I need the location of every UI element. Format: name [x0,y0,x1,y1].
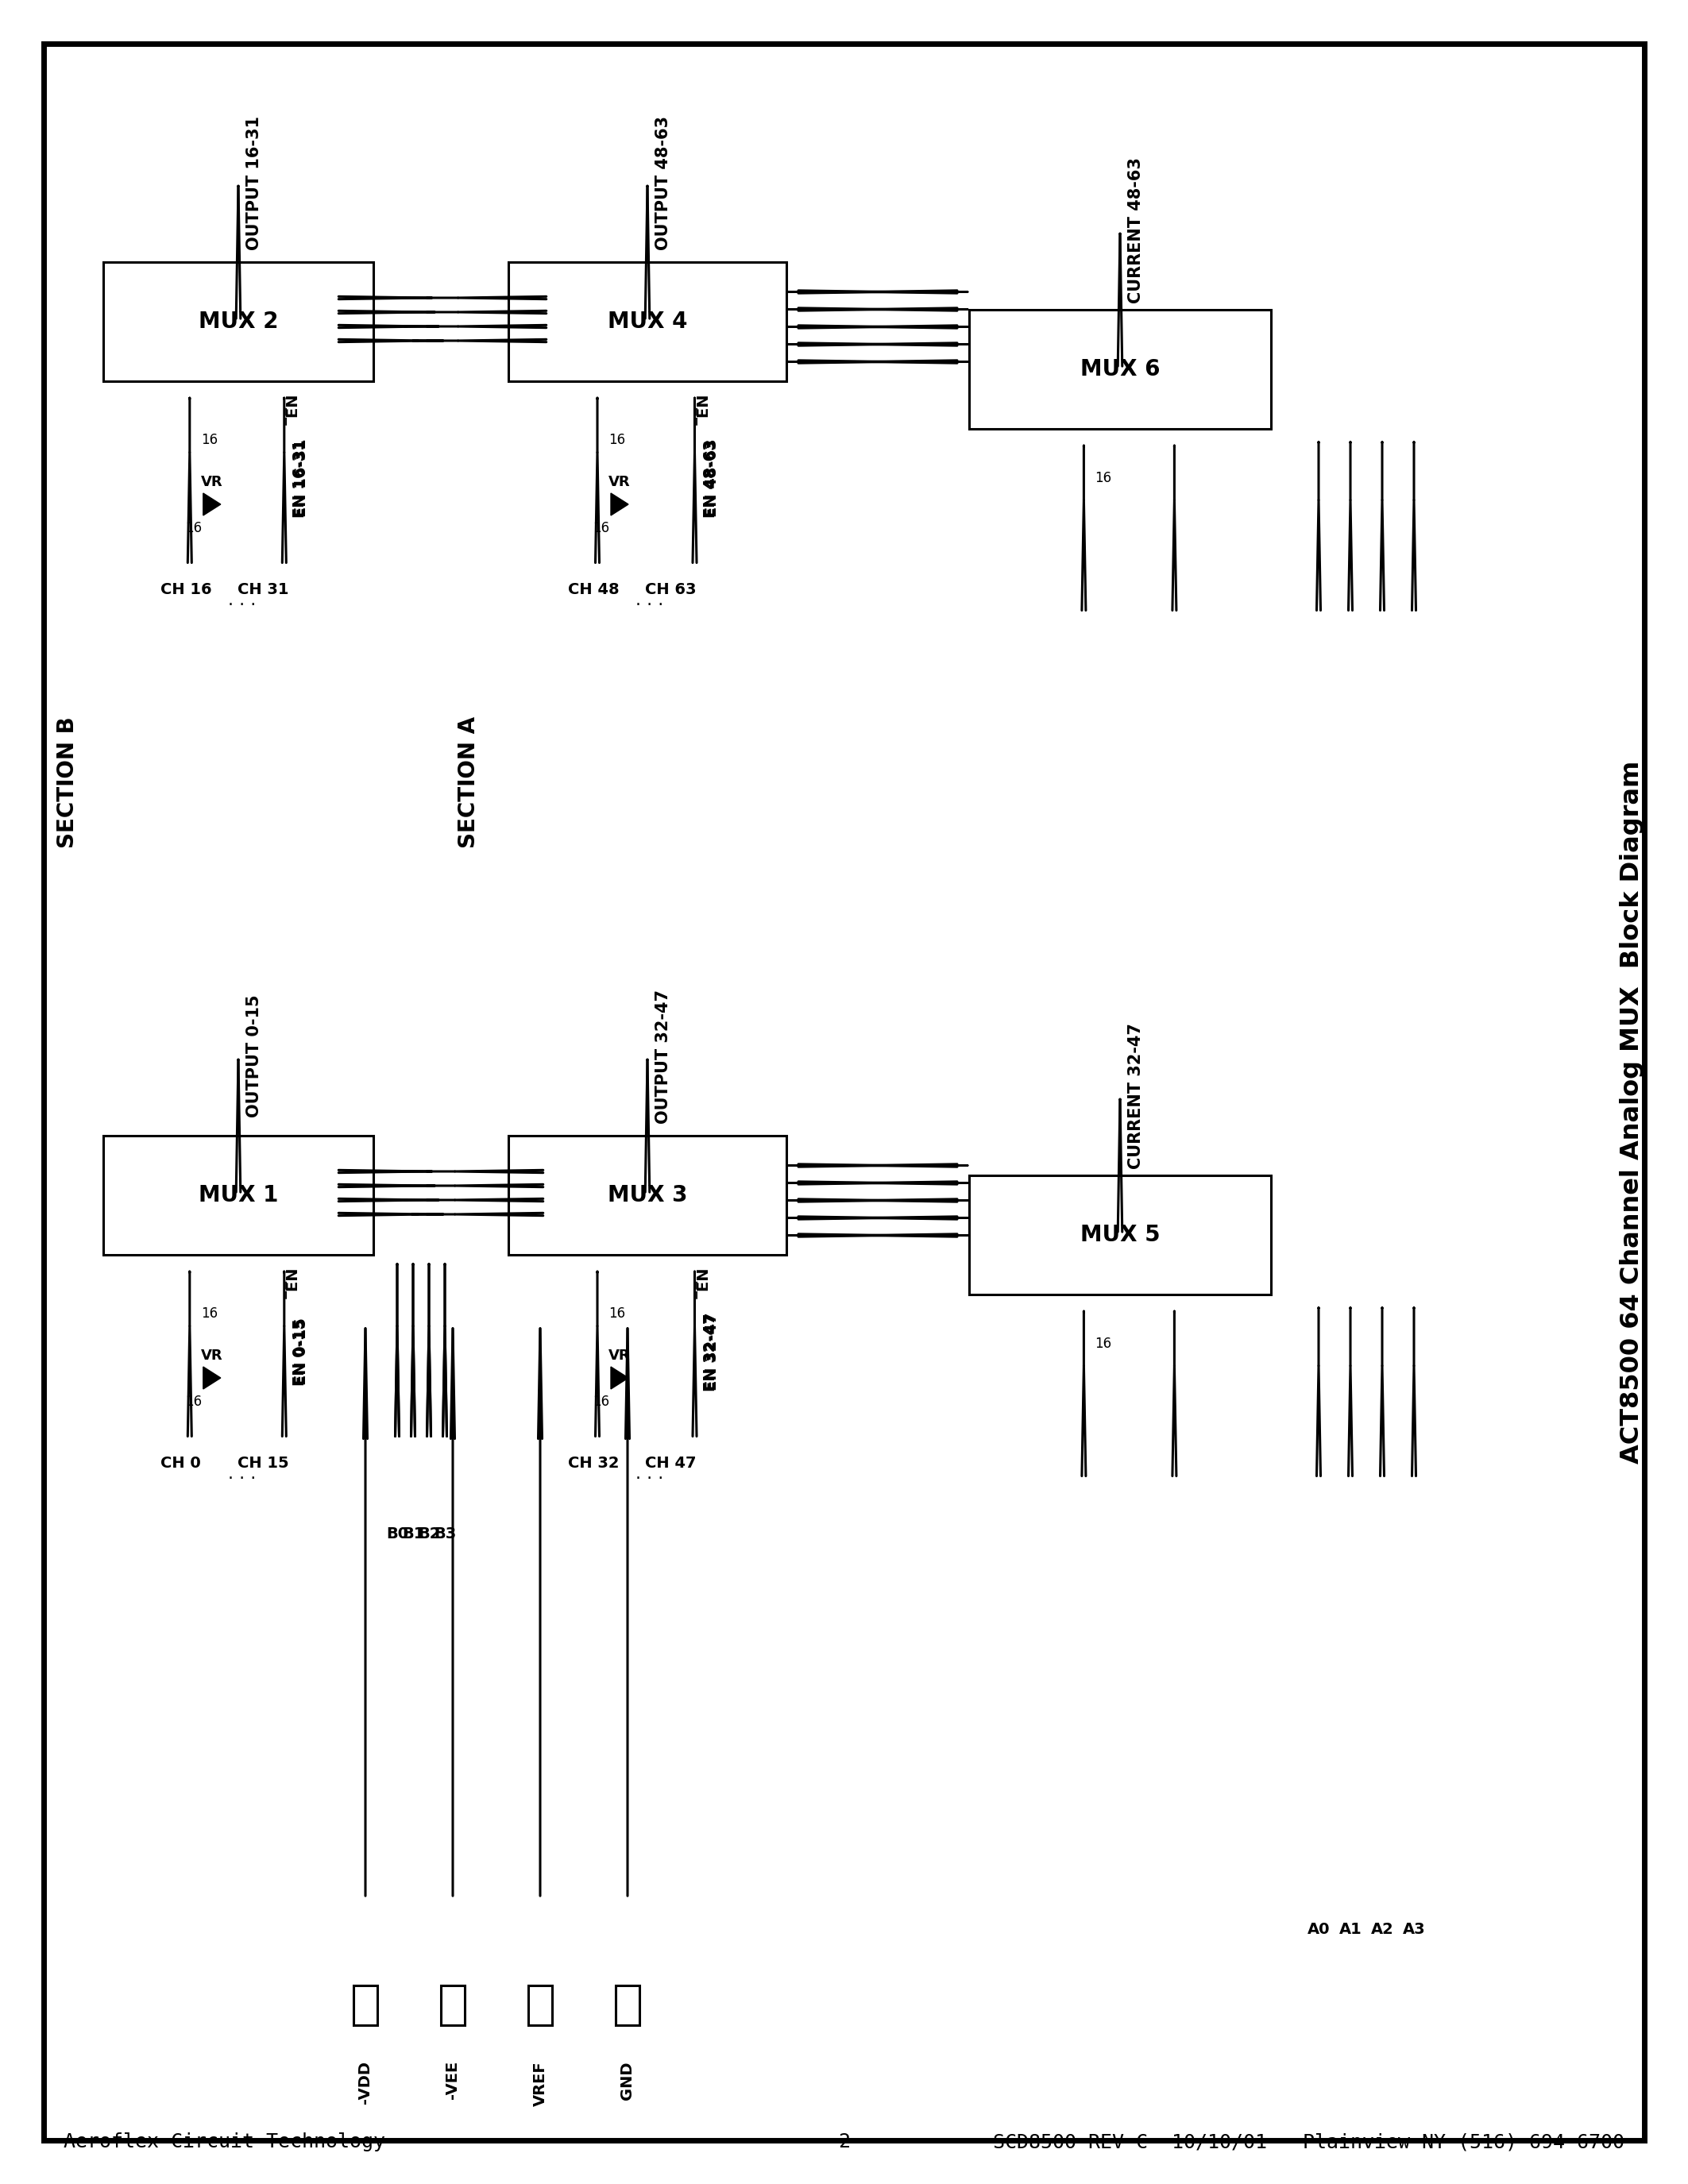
Text: 16: 16 [608,1306,625,1321]
Text: CH 15: CH 15 [238,1457,289,1470]
Text: CH 63: CH 63 [645,583,695,596]
Polygon shape [203,1367,221,1389]
Text: EN 16-31: EN 16-31 [292,439,307,518]
Bar [103,1136,373,1256]
Text: VREF: VREF [533,2062,547,2105]
Bar [969,310,1271,428]
Text: CH 16: CH 16 [160,583,211,596]
Text: EN 0-15: EN 0-15 [294,1317,309,1385]
Text: OUTPUT 16-31: OUTPUT 16-31 [246,116,262,249]
Text: OUTPUT 32-47: OUTPUT 32-47 [655,989,672,1123]
Bar [508,1136,787,1256]
Text: 16: 16 [186,1396,201,1409]
Text: -VEE: -VEE [446,2062,461,2099]
Text: A1: A1 [1339,1922,1362,1937]
Text: CH 47: CH 47 [645,1457,695,1470]
Text: 16: 16 [608,432,625,448]
Polygon shape [611,494,628,515]
Text: . . .: . . . [228,592,257,609]
Text: CURRENT 32-47: CURRENT 32-47 [1128,1022,1144,1168]
Text: VR: VR [609,1348,631,1363]
Text: CURRENT 48-63: CURRENT 48-63 [1128,157,1144,304]
Text: 16: 16 [201,1306,218,1321]
Bar [508,262,787,382]
Text: ̅E̅N: ̅E̅N [294,402,309,424]
Text: MUX 5: MUX 5 [1080,1223,1160,1247]
Text: MUX 2: MUX 2 [199,310,279,332]
Text: A3: A3 [1403,1922,1425,1937]
Text: 2: 2 [837,2132,851,2151]
Text: ̅E̅N: ̅E̅N [294,1275,309,1297]
Text: CH 32: CH 32 [567,1457,619,1470]
Bar [616,1985,640,2025]
Bar [528,1985,552,2025]
Text: VR: VR [201,1348,223,1363]
Text: B3: B3 [434,1527,456,1542]
Text: VR: VR [201,474,223,489]
Text: EN 16-31: EN 16-31 [294,439,309,518]
Text: GND: GND [619,2062,635,2099]
Text: ACT8500 64 Channel Analog MUX  Block Diagram: ACT8500 64 Channel Analog MUX Block Diag… [1620,760,1644,1463]
Text: 16: 16 [186,522,201,535]
Text: OUTPUT 48-63: OUTPUT 48-63 [655,116,672,249]
Bar [353,1985,378,2025]
Text: EN 32-47: EN 32-47 [704,1313,719,1391]
Text: 16: 16 [592,1396,609,1409]
Bar [103,262,373,382]
Text: A2: A2 [1371,1922,1394,1937]
Text: 16: 16 [592,522,609,535]
Text: 16: 16 [1096,472,1112,485]
Text: MUX 6: MUX 6 [1080,358,1160,380]
Text: Aeroflex Circuit Technology: Aeroflex Circuit Technology [64,2132,385,2151]
Text: CH 48: CH 48 [567,583,619,596]
Text: B0: B0 [387,1527,408,1542]
Text: EN 48-63: EN 48-63 [704,439,719,518]
Polygon shape [611,1367,628,1389]
Text: CH 31: CH 31 [238,583,289,596]
Text: SECTION B: SECTION B [56,716,79,847]
Text: B1: B1 [402,1527,424,1542]
Text: -VDD: -VDD [358,2062,373,2103]
Text: EN 0-15: EN 0-15 [292,1319,307,1387]
Bar [969,1175,1271,1295]
Text: . . .: . . . [635,592,663,609]
Text: CH 0: CH 0 [160,1457,201,1470]
Polygon shape [203,494,221,515]
Text: 16: 16 [201,432,218,448]
Text: ̅E̅N: ̅E̅N [704,1275,719,1297]
Text: A0: A0 [1307,1922,1330,1937]
Text: MUX 1: MUX 1 [199,1184,279,1206]
Text: OUTPUT 0-15: OUTPUT 0-15 [246,996,262,1118]
Text: 16: 16 [1096,1337,1112,1352]
Text: VR: VR [609,474,631,489]
Text: MUX 3: MUX 3 [608,1184,687,1206]
Text: EN 48-63: EN 48-63 [702,439,717,518]
Text: B2: B2 [417,1527,441,1542]
Text: SCD8500 REV C  10/10/01   Plainview NY (516) 694-6700: SCD8500 REV C 10/10/01 Plainview NY (516… [993,2132,1624,2151]
Text: . . .: . . . [635,1465,663,1483]
Text: SECTION A: SECTION A [457,716,479,847]
Text: ̅E̅N: ̅E̅N [704,402,719,424]
Text: MUX 4: MUX 4 [608,310,687,332]
Text: EN 32-47: EN 32-47 [702,1313,717,1391]
Bar [441,1985,464,2025]
Text: . . .: . . . [228,1465,257,1483]
